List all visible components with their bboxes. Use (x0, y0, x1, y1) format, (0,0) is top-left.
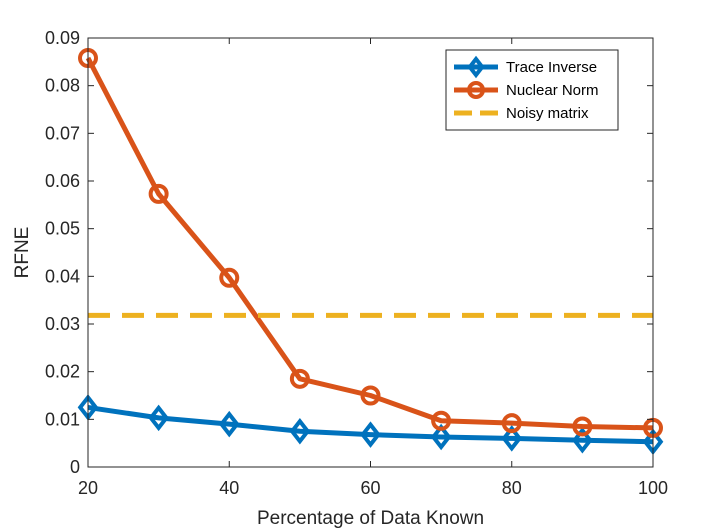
y-tick-label: 0.09 (45, 28, 80, 48)
legend-marker-nuclear-norm (467, 81, 485, 99)
y-tick-label: 0.04 (45, 266, 80, 286)
y-tick-label: 0.08 (45, 76, 80, 96)
trace-inverse-point (148, 404, 169, 432)
y-tick-label: 0.06 (45, 171, 80, 191)
y-tick-label: 0.02 (45, 362, 80, 382)
legend-label-trace-inverse: Trace Inverse (506, 59, 597, 76)
legend-label-noisy-matrix: Noisy matrix (506, 105, 589, 122)
nuclear-norm-point (572, 416, 593, 437)
trace-inverse-point (430, 423, 452, 451)
y-axis-label: RFNE (12, 227, 33, 279)
nuclear-norm-point (289, 368, 310, 389)
y-tick-label: 0.03 (45, 314, 80, 334)
x-tick-label: 20 (78, 478, 98, 498)
legend-marker-trace-inverse (467, 55, 485, 79)
nuclear-norm-line (85, 56, 654, 431)
legend: Trace Inverse Nuclear Norm Noisy matrix (445, 49, 619, 131)
nuclear-norm-point (360, 385, 381, 406)
legend-label-nuclear-norm: Nuclear Norm (506, 82, 599, 99)
y-tick-label: 0 (70, 457, 80, 477)
nuclear-norm-point (148, 183, 169, 204)
nuclear-norm-point (219, 267, 240, 288)
trace-inverse-point (218, 410, 240, 438)
nuclear-norm-point (501, 413, 522, 434)
trace-inverse-point (289, 417, 311, 445)
ticks: 20 40 60 80 100 0 0.01 0.02 0.03 0.04 0.05 0.06 0.07… (45, 28, 668, 498)
x-tick-label: 100 (638, 478, 668, 498)
x-tick-label: 40 (219, 478, 239, 498)
x-tick-label: 80 (502, 478, 522, 498)
x-tick-label: 60 (360, 478, 380, 498)
trace-inverse-point (501, 425, 523, 452)
y-tick-label: 0.05 (45, 219, 80, 239)
trace-inverse-point (572, 427, 593, 454)
y-tick-label: 0.07 (45, 123, 80, 143)
x-axis-label: Percentage of Data Known (257, 508, 484, 529)
trace-inverse-point (360, 421, 381, 448)
nuclear-norm-point (431, 410, 452, 431)
trace-inverse-line (87, 404, 654, 445)
y-tick-label: 0.01 (45, 409, 80, 429)
